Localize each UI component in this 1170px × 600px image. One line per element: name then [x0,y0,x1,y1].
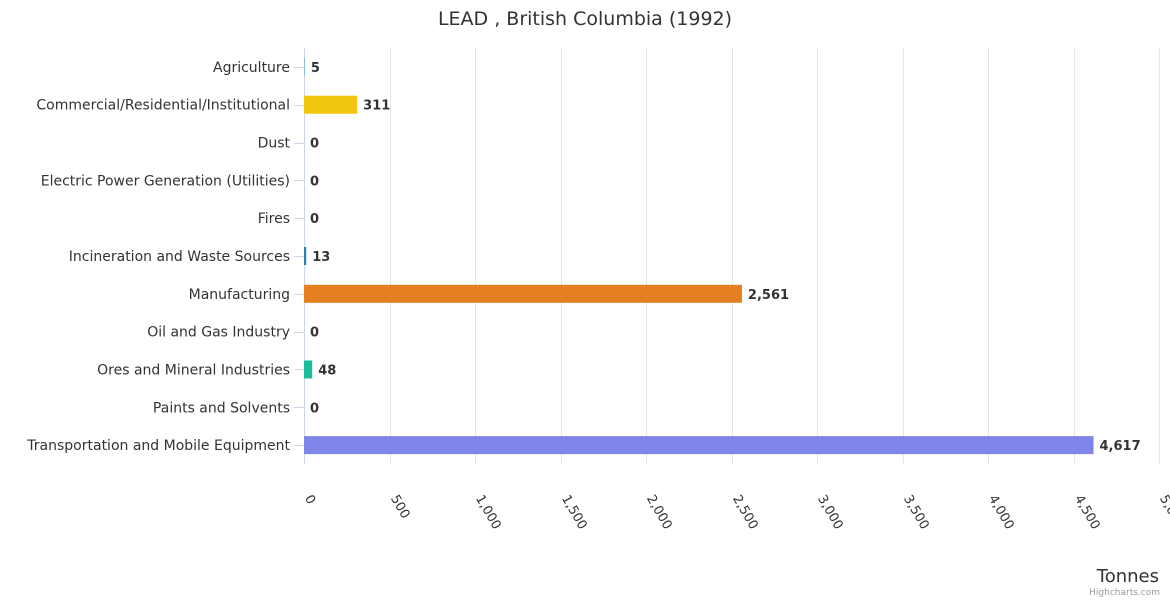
category-label: Fires [258,211,290,227]
category-label: Dust [258,136,291,152]
category-label: Manufacturing [189,287,290,303]
bar[interactable] [304,436,1094,455]
bar[interactable] [304,284,742,303]
credits-link[interactable]: Highcharts.com [1089,588,1160,598]
data-label: 0 [310,401,319,416]
data-label: 13 [312,250,330,265]
data-label: 4,617 [1100,439,1141,454]
bar[interactable] [304,360,313,379]
bars [304,57,1094,455]
data-labels: 5 311 0 0 0 13 2,561 0 48 0 4,617 [310,61,1141,454]
data-label: 0 [310,137,319,152]
data-label: 0 [310,212,319,227]
tick-label: 3,000 [814,493,846,533]
category-label: Incineration and Waste Sources [69,249,290,265]
data-label: 0 [310,326,319,341]
tick-label: 0 [301,493,318,508]
category-label: Transportation and Mobile Equipment [26,438,290,454]
tick-label: 2,500 [729,493,761,533]
data-label: 48 [318,363,336,378]
data-label: 5 [311,61,320,76]
bar[interactable] [304,247,307,265]
tick-label: 4,500 [1071,493,1103,533]
tick-label: 3,500 [900,493,932,533]
bar[interactable] [304,57,305,76]
tick-label: 5,000 [1156,493,1170,533]
bar[interactable] [304,95,358,114]
tick-label: 2,000 [643,493,675,533]
tick-label: 1,000 [472,493,504,533]
value-axis-ticks: 0 500 1,000 1,500 2,000 2,500 3,000 3,500 4,000 4… [301,493,1170,533]
category-label: Agriculture [213,60,290,76]
data-label: 311 [363,99,390,114]
tick-label: 4,000 [985,493,1017,533]
category-label: Oil and Gas Industry [147,325,290,341]
category-label: Commercial/Residential/Institutional [36,98,290,114]
category-label: Paints and Solvents [153,400,290,416]
tick-label: 500 [387,493,412,522]
data-label: 0 [310,174,319,189]
data-label: 2,561 [748,288,789,303]
category-labels: Agriculture Commercial/Residential/Instit… [26,60,304,454]
value-axis-title: Tonnes [1096,566,1159,587]
tick-label: 1,500 [558,493,590,533]
category-label: Ores and Mineral Industries [97,362,290,378]
gridlines [390,48,1160,464]
category-label: Electric Power Generation (Utilities) [41,173,290,189]
chart-title: LEAD , British Columbia (1992) [438,8,732,30]
